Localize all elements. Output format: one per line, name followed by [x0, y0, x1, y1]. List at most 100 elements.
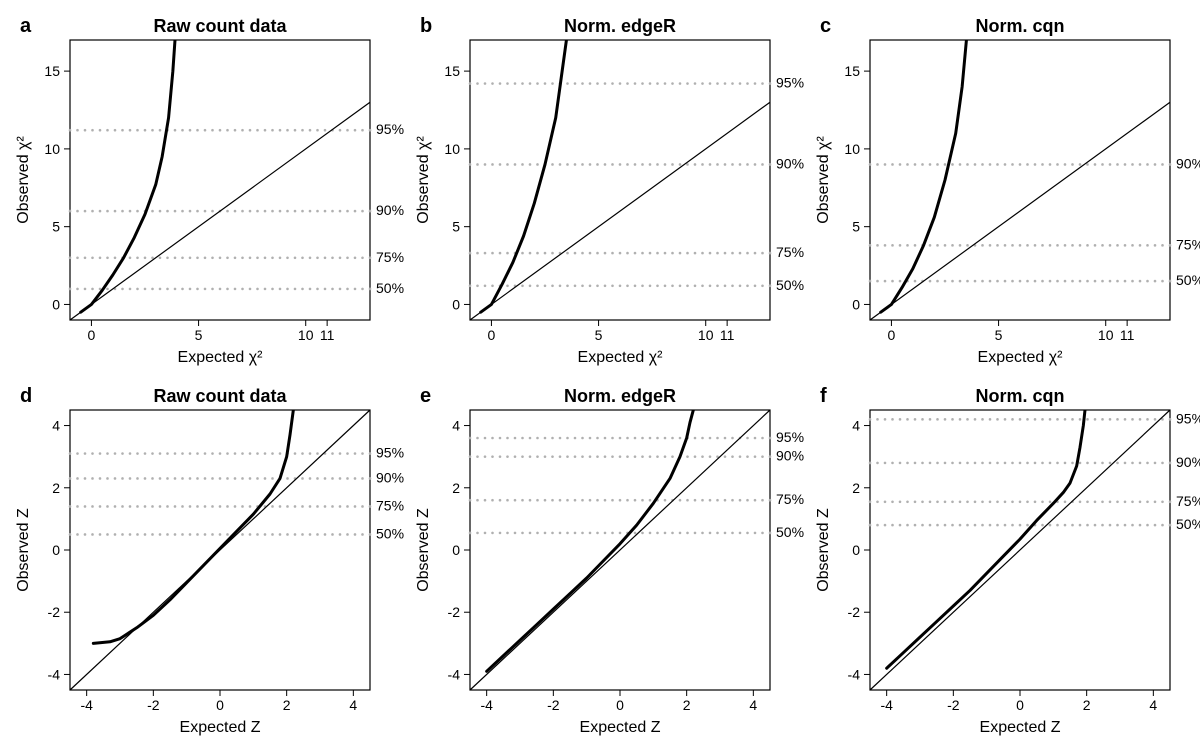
- panel-title: Raw count data: [153, 386, 287, 406]
- y-axis-label: Observed Z: [15, 508, 32, 592]
- x-tick-label: -4: [880, 697, 893, 713]
- y-axis-label: Observed Z: [815, 508, 832, 592]
- y-tick-label: 0: [52, 296, 60, 312]
- percent-label: 50%: [776, 524, 804, 540]
- y-tick-label: 15: [444, 63, 460, 79]
- panel-f: fNorm. cqn95%90%75%50%-4-2024-4-2024Expe…: [810, 380, 1200, 740]
- y-tick-label: 2: [852, 480, 860, 496]
- percent-label: 50%: [376, 280, 404, 296]
- y-tick-label: 4: [452, 418, 460, 434]
- y-tick-label: 0: [52, 542, 60, 558]
- percent-label: 50%: [1176, 272, 1200, 288]
- percent-label: 90%: [1176, 155, 1200, 171]
- plot-border: [470, 40, 770, 320]
- x-axis-label: Expected Z: [180, 719, 261, 736]
- percent-label: 90%: [776, 448, 804, 464]
- panel-letter: a: [20, 15, 32, 37]
- y-tick-label: 10: [844, 141, 860, 157]
- y-tick-label: 0: [452, 296, 460, 312]
- panel-title: Norm. edgeR: [564, 16, 676, 36]
- x-axis-label: Expected χ²: [178, 349, 264, 366]
- percent-label: 75%: [376, 249, 404, 265]
- panel-letter: d: [20, 385, 32, 407]
- y-tick-label: -2: [848, 604, 861, 620]
- percent-label: 50%: [1176, 516, 1200, 532]
- y-axis-label: Observed χ²: [415, 136, 432, 224]
- y-tick-label: 4: [852, 418, 860, 434]
- x-tick-label: 11: [720, 327, 735, 343]
- qq-curve: [93, 410, 293, 643]
- plot-border: [870, 40, 1170, 320]
- y-tick-label: -4: [848, 666, 861, 682]
- y-tick-label: -2: [448, 604, 461, 620]
- percent-label: 90%: [376, 202, 404, 218]
- y-tick-label: -4: [48, 666, 61, 682]
- panel-title: Raw count data: [153, 16, 287, 36]
- panel-letter: c: [820, 15, 831, 37]
- x-tick-label: 2: [1083, 697, 1091, 713]
- x-tick-label: -4: [80, 697, 93, 713]
- y-tick-label: 0: [852, 542, 860, 558]
- x-axis-label: Expected Z: [580, 719, 661, 736]
- y-tick-label: 15: [844, 63, 860, 79]
- x-tick-label: 4: [1149, 697, 1157, 713]
- panel-letter: f: [820, 385, 827, 407]
- y-axis-label: Observed χ²: [815, 136, 832, 224]
- y-axis-label: Observed Z: [415, 508, 432, 592]
- panel-title: Norm. edgeR: [564, 386, 676, 406]
- percent-label: 95%: [776, 75, 804, 91]
- x-tick-label: 10: [698, 327, 714, 343]
- x-tick-label: 10: [1098, 327, 1114, 343]
- panel-b: bNorm. edgeR95%90%75%50%051011051015Expe…: [410, 10, 830, 370]
- x-tick-label: 0: [488, 327, 496, 343]
- y-tick-label: 5: [452, 219, 460, 235]
- y-axis-label: Observed χ²: [15, 136, 32, 224]
- percent-label: 95%: [1176, 410, 1200, 426]
- percent-label: 75%: [776, 244, 804, 260]
- percent-label: 50%: [776, 277, 804, 293]
- percent-label: 90%: [1176, 454, 1200, 470]
- diagonal-line: [470, 102, 770, 320]
- panel-title: Norm. cqn: [975, 386, 1064, 406]
- y-tick-label: -2: [48, 604, 61, 620]
- panel-a: aRaw count data95%90%75%50%051011051015E…: [10, 10, 430, 370]
- x-tick-label: 4: [349, 697, 357, 713]
- percent-label: 50%: [376, 525, 404, 541]
- qq-curve: [81, 40, 175, 312]
- x-tick-label: 2: [283, 697, 291, 713]
- percent-label: 90%: [776, 155, 804, 171]
- y-tick-label: 2: [52, 480, 60, 496]
- percent-label: 75%: [776, 491, 804, 507]
- panel-letter: b: [420, 15, 432, 37]
- panel-c: cNorm. cqn90%75%50%051011051015Expected …: [810, 10, 1200, 370]
- percent-label: 75%: [376, 497, 404, 513]
- x-tick-label: 11: [1120, 327, 1135, 343]
- y-tick-label: 0: [852, 296, 860, 312]
- x-axis-label: Expected χ²: [978, 349, 1064, 366]
- qq-curve: [887, 410, 1085, 668]
- x-tick-label: -2: [147, 697, 160, 713]
- x-tick-label: 0: [88, 327, 96, 343]
- diagonal-line: [870, 410, 1170, 690]
- percent-label: 75%: [1176, 236, 1200, 252]
- x-axis-label: Expected χ²: [578, 349, 664, 366]
- y-tick-label: 4: [52, 418, 60, 434]
- x-tick-label: 5: [995, 327, 1003, 343]
- x-tick-label: 11: [320, 327, 335, 343]
- percent-label: 95%: [376, 445, 404, 461]
- y-tick-label: 15: [44, 63, 60, 79]
- percent-label: 75%: [1176, 493, 1200, 509]
- x-tick-label: 0: [1016, 697, 1024, 713]
- x-tick-label: -4: [480, 697, 493, 713]
- x-tick-label: 4: [749, 697, 757, 713]
- y-tick-label: 5: [852, 219, 860, 235]
- x-tick-label: -2: [947, 697, 960, 713]
- panel-e: eNorm. edgeR95%90%75%50%-4-2024-4-2024Ex…: [410, 380, 830, 740]
- percent-label: 90%: [376, 469, 404, 485]
- x-tick-label: 5: [195, 327, 203, 343]
- qq-curve: [881, 40, 967, 312]
- x-tick-label: 0: [216, 697, 224, 713]
- percent-label: 95%: [776, 429, 804, 445]
- panel-title: Norm. cqn: [975, 16, 1064, 36]
- y-tick-label: 10: [444, 141, 460, 157]
